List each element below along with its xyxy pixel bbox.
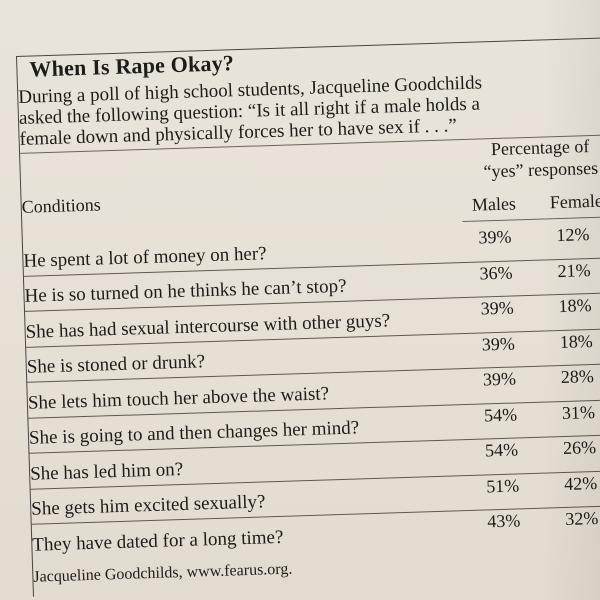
males-cell: 39% [480, 297, 514, 319]
males-cell: 39% [482, 368, 517, 390]
conditions-header: Conditions [21, 194, 102, 217]
condition-cell: She is stoned or drunk? [26, 351, 206, 378]
females-cell: 18% [559, 330, 594, 352]
percentage-label-line: “yes” responses [483, 157, 599, 182]
males-cell: 43% [487, 510, 521, 532]
females-cell: 42% [563, 472, 598, 494]
condition-cell: He spent a lot of money on her? [23, 242, 267, 272]
females-cell: 32% [564, 507, 599, 529]
source-credit: Jacqueline Goodchilds, www.fearus.org. [33, 560, 293, 586]
males-cell: 54% [483, 403, 518, 425]
females-cell: 12% [556, 224, 590, 246]
condition-cell: They have dated for a long time? [32, 526, 284, 556]
males-cell: 36% [479, 262, 513, 284]
males-cell: 51% [485, 474, 520, 496]
males-cell: 39% [481, 332, 516, 355]
condition-cell: She gets him excited sexually? [30, 491, 266, 520]
females-cell: 26% [562, 436, 597, 459]
percentage-label: Percentage of “yes” responses [460, 134, 600, 183]
females-header: Female [549, 190, 600, 213]
box-title: When Is Rape Okay? [29, 50, 235, 82]
males-cell: 54% [484, 439, 519, 461]
males-cell: 39% [478, 226, 512, 248]
females-cell: 28% [560, 366, 595, 388]
males-header: Males [471, 193, 517, 215]
table-body: He spent a lot of money on her? 39% 12% … [22, 222, 600, 559]
females-cell: 31% [561, 401, 596, 423]
females-cell: 18% [558, 295, 592, 317]
sidebar-box: When Is Rape Okay? During a poll of high… [16, 37, 600, 597]
females-cell: 21% [557, 259, 591, 281]
condition-cell: She has led him on? [29, 458, 184, 485]
column-header-divider [462, 216, 600, 223]
